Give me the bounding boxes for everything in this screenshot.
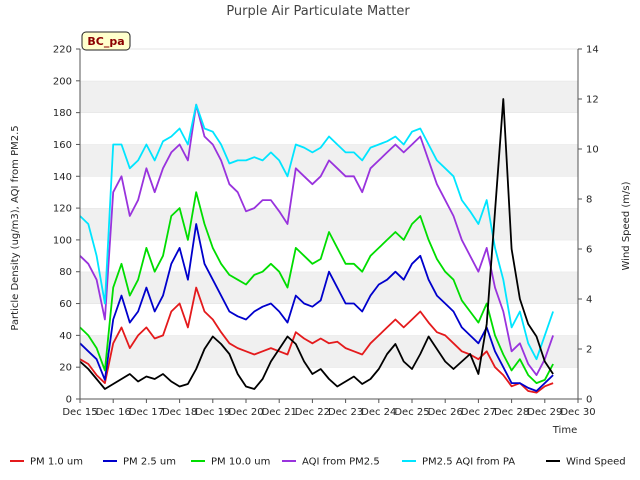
y2-axis-title: Wind Speed (m/s) [621,181,632,270]
x-tick-label: Dec 19 [195,407,230,418]
grid-band [80,208,578,240]
x-tick-label: Dec 18 [162,407,197,418]
grid-band [80,239,578,272]
grid-band [80,335,578,368]
legend-label: AQI from PM2.5 [302,457,380,468]
y-tick-label: 180 [53,108,72,119]
axes-layer: 0 20 40 60 80 100 120 140 160 180 200 220 0 2 4 6 8 10 12 1… [53,45,599,419]
y2-tick-label: 4 [586,295,592,306]
x-tick-label: Dec 30 [560,407,595,418]
grid-band [80,80,578,113]
series-layer [79,98,554,394]
grid-band [80,303,578,336]
y-tick-label: 80 [59,267,72,278]
y-tick-label: 100 [53,235,72,246]
legend-label: PM 2.5 um [123,457,176,468]
grid-band [80,112,578,145]
y2-tick-label: 8 [586,195,592,206]
x-tick-label: Dec 24 [361,407,396,418]
y-tick-label: 60 [59,299,72,310]
grid-band [80,367,578,399]
background-bands [80,48,578,399]
x-tick-label: Dec 16 [96,407,131,418]
series-line-6 [79,98,554,390]
legend-label: PM2.5 AQI from PA [422,457,515,468]
y2-tick-label: 2 [586,345,592,356]
site-badge: BC_pa [81,31,131,51]
series-line-2 [79,223,554,392]
y-tick-label: 200 [53,76,72,87]
series-line-3 [79,191,554,384]
y-tick-label: 220 [53,45,72,56]
y-tick-label: 20 [59,363,72,374]
x-tick-label: Dec 21 [262,407,297,418]
series-line-4 [79,103,554,376]
x-tick-label: Dec 29 [527,407,562,418]
y2-tick-label: 10 [586,145,599,156]
y2-tick-label: 0 [586,395,592,406]
y2-tick-label: 6 [586,245,592,256]
legend: PM 1.0 um PM 2.5 um PM 10.0 um AQI from PM2… [10,457,626,468]
y-tick-label: 40 [59,331,72,342]
x-axis-title: Time [552,425,577,436]
y-tick-label: 120 [53,204,72,215]
site-badge-label: BC_pa [87,35,124,48]
legend-label: PM 10.0 um [211,457,270,468]
legend-label: Wind Speed [566,457,626,468]
y2-tick-label: 14 [586,45,599,56]
x-tick-label: Dec 27 [461,407,496,418]
x-tick-label: Dec 23 [328,407,363,418]
y2-tick-label: 12 [586,95,599,106]
x-tick-label: Dec 22 [295,407,330,418]
y-tick-label: 160 [53,140,72,151]
chart-title: Purple Air Particulate Matter [226,4,410,19]
x-tick-label: Dec 26 [428,407,463,418]
y-axis-title: Particle Density (ug/m3), AQI from PM2.5 [10,125,21,330]
x-tick-label: Dec 28 [494,407,529,418]
x-tick-label: Dec 15 [62,407,97,418]
legend-label: PM 1.0 um [30,457,83,468]
y-tick-label: 140 [53,172,72,183]
grid-band [80,49,578,81]
x-tick-label: Dec 17 [129,407,164,418]
x-tick-label: Dec 20 [228,407,263,418]
series-line-1 [79,286,554,394]
series-line-5 [79,103,554,361]
x-tick-label: Dec 25 [394,407,429,418]
y-tick-label: 0 [66,395,72,406]
